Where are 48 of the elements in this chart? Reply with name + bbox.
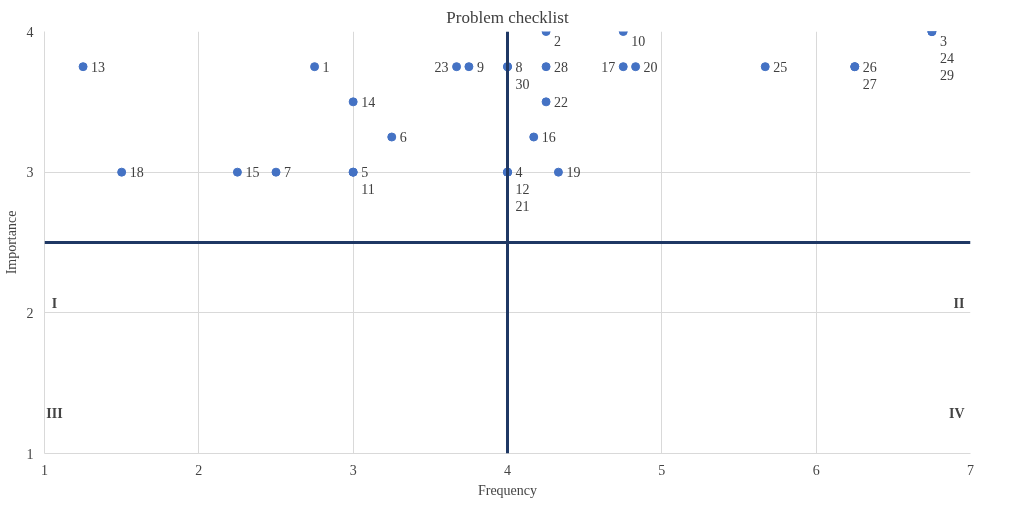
x-tick-label: 7	[967, 462, 974, 478]
annotation: 15	[245, 165, 260, 181]
annotation: 14	[361, 94, 376, 110]
x-tick-label: 5	[658, 462, 666, 478]
annotation: IV	[948, 406, 965, 421]
annotation: 5	[361, 165, 369, 181]
annotation: 12	[515, 182, 530, 198]
annotation: 1	[322, 59, 330, 75]
x-axis-title: Frequency	[477, 482, 538, 498]
y-axis-title: Importance	[3, 210, 19, 275]
x-tick-label: 3	[349, 462, 357, 478]
annotation: 25	[773, 59, 788, 75]
annotation: 28	[554, 59, 569, 75]
y-tick-label: 3	[26, 165, 34, 181]
annotation: 7	[284, 165, 291, 181]
y-tick-label: 2	[26, 305, 34, 321]
x-tick-label: 4	[504, 462, 511, 478]
annotation: I	[51, 296, 58, 311]
annotation: 18	[129, 165, 144, 181]
annotation: III	[46, 406, 63, 421]
annotation: 24	[939, 50, 954, 66]
annotation: 29	[939, 67, 954, 83]
y-tick-label: 1	[26, 446, 34, 462]
annotation: 27	[862, 76, 877, 92]
annotation: 10	[631, 33, 646, 49]
annotation: 21	[515, 199, 530, 215]
x-tick-label: 2	[195, 462, 203, 478]
chart-title: Problem checklist	[446, 7, 569, 27]
annotation: 8	[515, 59, 523, 75]
annotation: 22	[554, 94, 569, 110]
annotation: 30	[515, 76, 530, 92]
x-tick-label: 1	[41, 462, 48, 478]
y-tick-label: 4	[26, 24, 34, 40]
annotation: 13	[91, 59, 106, 75]
annotation: 16	[541, 130, 556, 145]
annotation: 9	[476, 59, 484, 75]
annotation: 17	[601, 59, 616, 75]
annotation: 26	[862, 59, 877, 75]
annotation: 11	[361, 182, 375, 198]
annotation: 2	[554, 33, 562, 49]
annotation: 4	[515, 165, 523, 181]
annotation: 23	[434, 59, 449, 75]
annotation: 19	[566, 165, 581, 181]
annotation: 3	[939, 33, 947, 49]
annotation: 20	[643, 59, 658, 75]
annotation: II	[953, 296, 965, 311]
x-tick-label: 6	[812, 462, 820, 478]
annotation: 6	[399, 130, 407, 145]
